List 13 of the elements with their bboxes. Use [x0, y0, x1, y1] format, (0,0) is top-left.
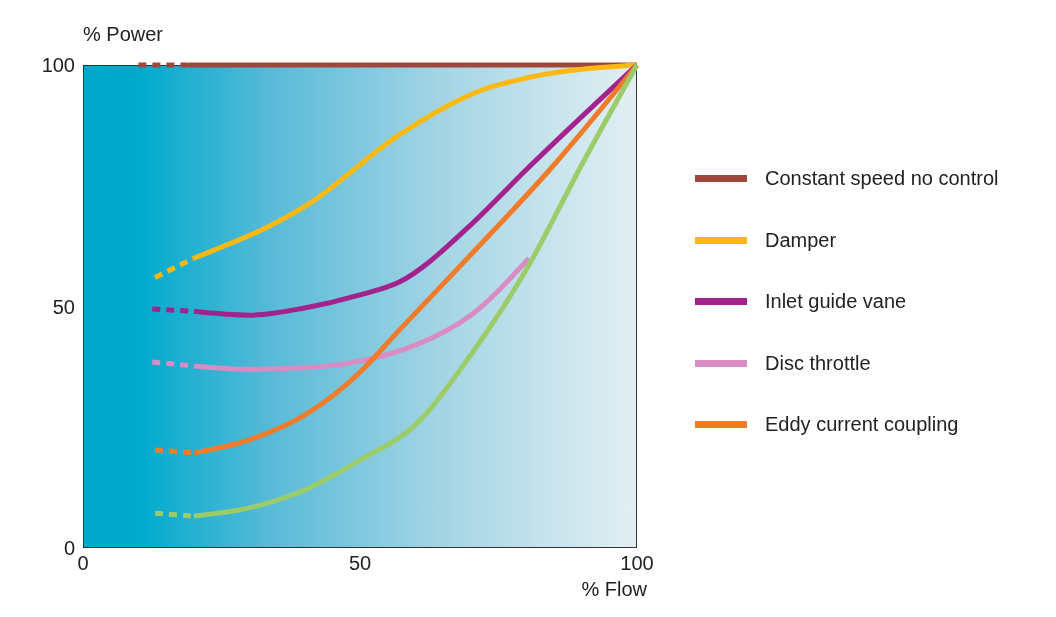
x-axis-title: % Flow	[581, 578, 647, 601]
y-tick-label: 100	[41, 54, 75, 77]
x-tick-label: 100	[620, 552, 654, 575]
y-axis-title: % Power	[83, 23, 164, 46]
legend-label: Disc throttle	[765, 351, 871, 375]
legend-label: Constant speed no control	[765, 167, 999, 191]
y-tick-label: 0	[63, 537, 75, 560]
x-tick-label: 50	[348, 552, 372, 575]
legend-label: Inlet guide vane	[765, 290, 907, 314]
legend-label: Eddy current coupling	[765, 413, 959, 437]
legend-label: Damper	[765, 228, 837, 252]
x-tick-label: 0	[77, 552, 89, 575]
y-tick-label: 50	[52, 295, 75, 318]
